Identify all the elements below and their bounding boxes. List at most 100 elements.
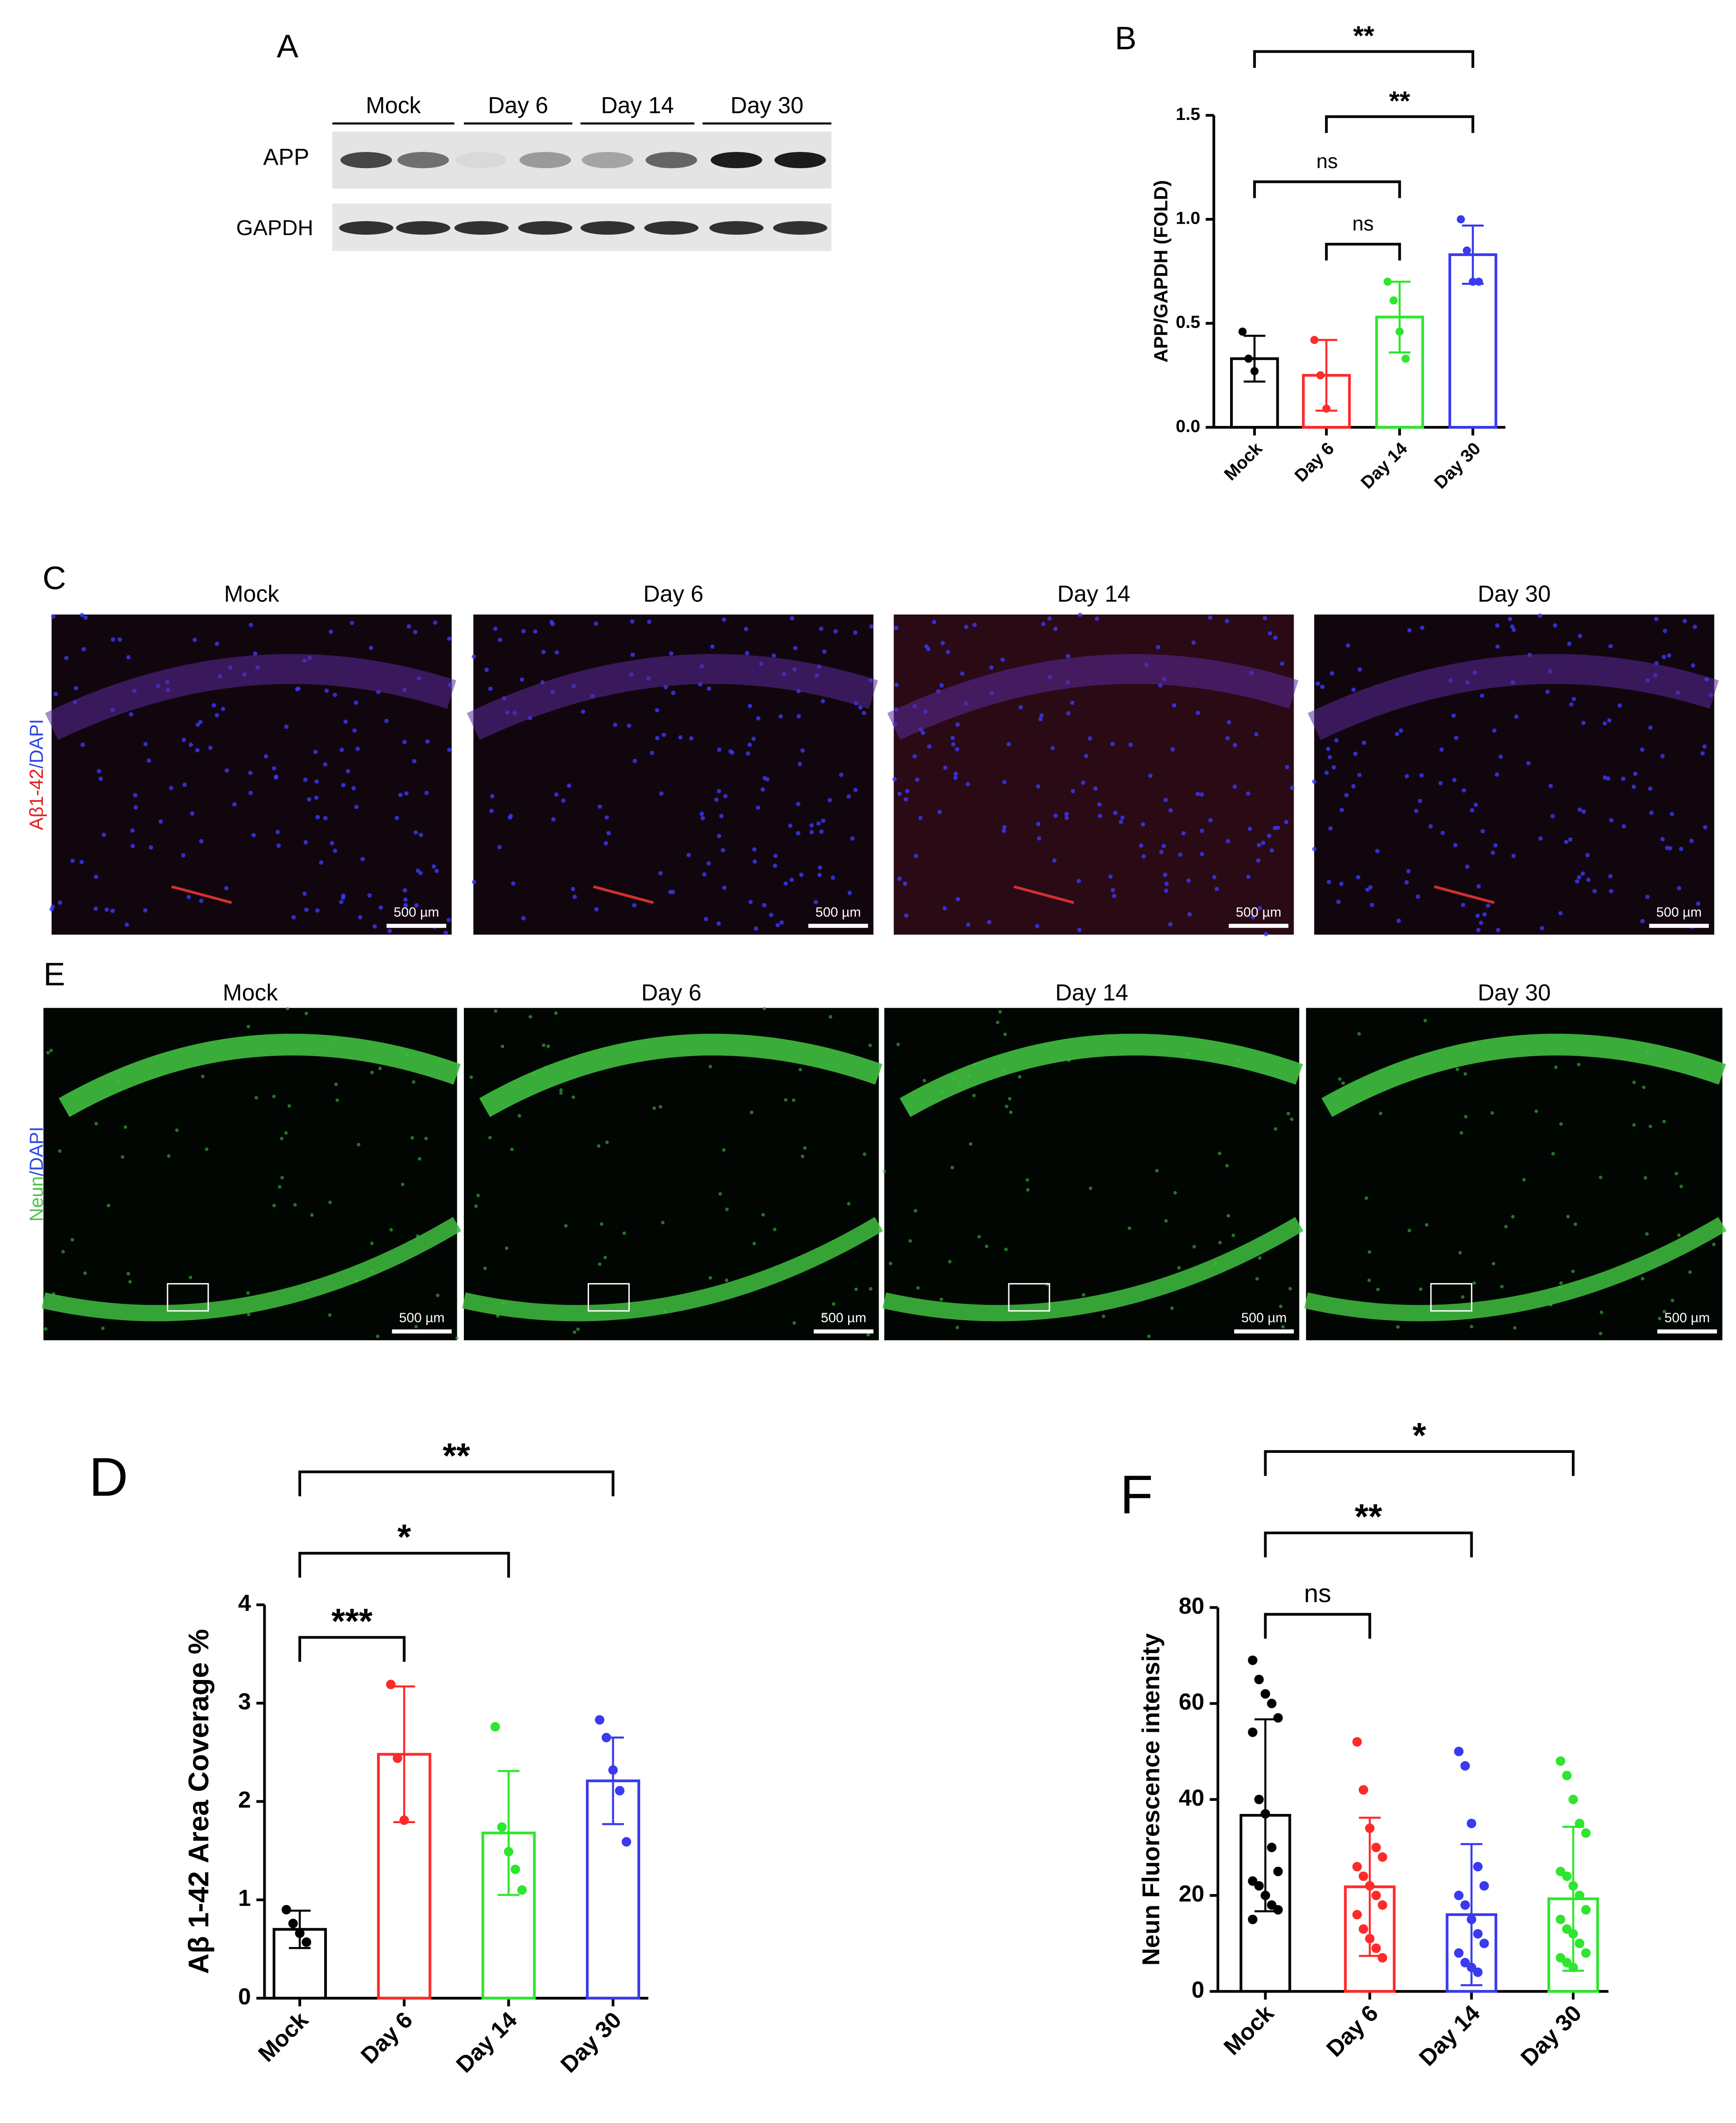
data-point <box>1352 1910 1362 1919</box>
nucleus <box>1453 843 1458 847</box>
nucleus <box>93 907 98 911</box>
nucleus <box>98 777 103 781</box>
nucleus <box>765 777 770 782</box>
nucleus <box>143 742 148 746</box>
scale-label: 500 µm <box>821 1310 866 1325</box>
lane-label: Day 30 <box>730 93 803 119</box>
nucleus <box>1214 886 1219 891</box>
blot-band <box>582 152 634 169</box>
nucleus <box>940 641 945 646</box>
nucleus <box>955 897 960 902</box>
nucleus <box>447 636 452 641</box>
nucleus <box>1451 713 1456 718</box>
nucleus <box>158 819 163 824</box>
neuron <box>1281 1325 1285 1329</box>
cell-layer <box>462 1217 883 1322</box>
nucleus <box>199 839 203 844</box>
nucleus <box>51 614 56 619</box>
nucleus <box>302 891 307 896</box>
nucleus <box>954 771 958 776</box>
image-title: Day 30 <box>1478 581 1551 607</box>
neuron <box>371 1269 375 1273</box>
neuron <box>354 1279 358 1283</box>
nucleus <box>955 722 960 727</box>
neuron <box>167 1154 171 1158</box>
nucleus <box>1558 911 1563 916</box>
nucleus <box>1320 685 1325 689</box>
scale-bar <box>1234 1329 1294 1334</box>
y-tick-label: 1.5 <box>1176 104 1200 124</box>
nucleus <box>489 808 494 813</box>
neuron <box>1642 1086 1646 1090</box>
panel-letter: D <box>89 1447 128 1508</box>
nucleus <box>199 898 203 903</box>
nucleus <box>1608 644 1613 649</box>
nucleus <box>1070 700 1075 705</box>
nucleus <box>953 775 958 780</box>
neuron <box>52 1292 56 1296</box>
nucleus <box>1139 843 1143 848</box>
neuron <box>661 1220 665 1224</box>
vessel <box>1434 885 1495 904</box>
nucleus <box>351 786 356 791</box>
data-point <box>302 1937 312 1947</box>
scale-bar <box>1657 1329 1717 1334</box>
neuron <box>1573 1222 1577 1226</box>
nucleus <box>471 654 476 659</box>
nucleus <box>921 731 926 735</box>
data-point <box>1273 1713 1283 1723</box>
nucleus <box>350 620 354 625</box>
y-axis-label: Aβ 1-42 Area Coverage % <box>182 1629 214 1974</box>
nucleus <box>1581 721 1586 725</box>
neuron <box>416 1234 420 1238</box>
data-point <box>1371 1891 1381 1900</box>
data-point <box>517 1885 527 1895</box>
neuron <box>247 1312 251 1316</box>
nucleus <box>797 762 802 766</box>
nucleus <box>1660 837 1665 841</box>
neuron <box>866 1333 870 1337</box>
neuron <box>389 1228 393 1232</box>
data-point <box>1352 1862 1362 1872</box>
nucleus <box>133 793 137 798</box>
nucleus <box>341 895 346 900</box>
cell-layer <box>887 654 1298 740</box>
nucleus <box>1404 774 1409 779</box>
blot-band <box>709 221 764 235</box>
nucleus <box>346 769 351 773</box>
neuron <box>502 1301 505 1305</box>
data-point <box>1562 1771 1572 1780</box>
neuron <box>58 1149 62 1153</box>
significance-label: ns <box>1352 212 1374 235</box>
nucleus <box>1227 720 1231 724</box>
neuron <box>1025 1178 1029 1182</box>
data-point <box>1254 1881 1264 1891</box>
neuron <box>1554 1065 1558 1069</box>
data-point <box>1568 1881 1578 1891</box>
image-title: Day 6 <box>641 980 701 1006</box>
neuron <box>1005 1104 1009 1108</box>
nucleus <box>1199 829 1204 833</box>
nucleus <box>126 655 131 660</box>
nucleus <box>1439 747 1444 752</box>
neuron <box>1378 1111 1382 1115</box>
comparison-bracket <box>298 1552 510 1578</box>
data-point <box>1358 1785 1368 1795</box>
nucleus <box>143 908 147 913</box>
stain-dapi: /DAPI <box>26 719 47 769</box>
neuron <box>1504 1225 1508 1229</box>
nucleus <box>1251 915 1256 920</box>
data-point <box>595 1715 605 1725</box>
nucleus <box>1495 623 1500 628</box>
nucleus <box>831 875 835 880</box>
neuron <box>1419 1287 1423 1291</box>
nucleus <box>669 651 673 656</box>
data-point <box>1568 1929 1578 1939</box>
neuron <box>1558 1286 1562 1290</box>
nucleus <box>1473 802 1478 807</box>
neuron <box>1559 1281 1563 1285</box>
neuron <box>659 1105 663 1109</box>
data-point <box>1267 1698 1277 1708</box>
nucleus <box>689 736 694 741</box>
neuron <box>1641 1277 1645 1281</box>
